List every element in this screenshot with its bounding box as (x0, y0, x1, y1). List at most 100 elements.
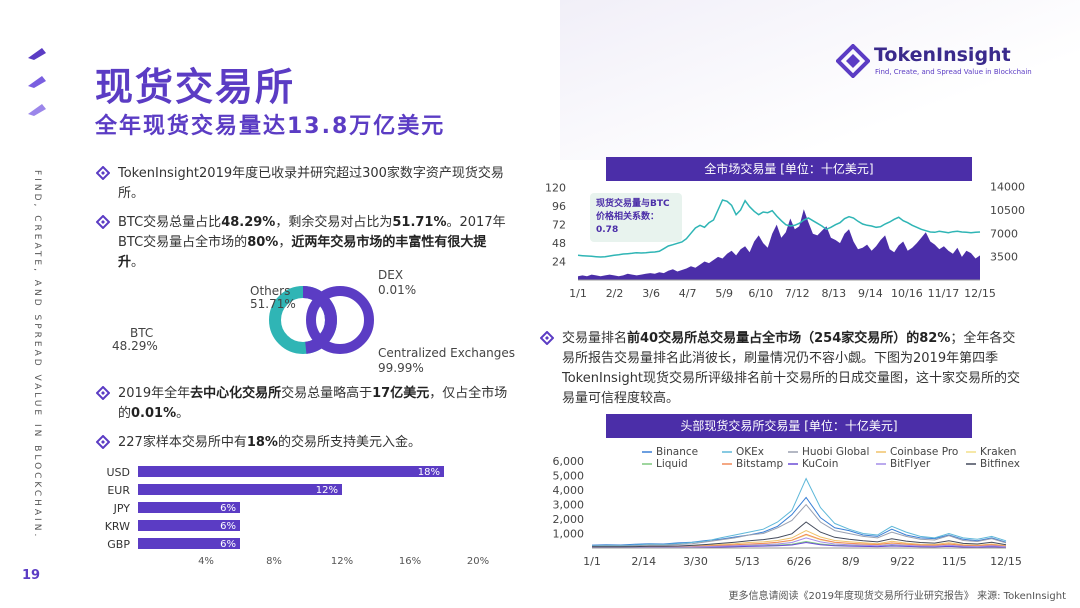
bar-x-tick: 12% (331, 556, 353, 567)
bar-x-tick: 16% (399, 556, 421, 567)
x-tick: 5/9 (715, 287, 733, 300)
bar-value-label: 18% (418, 467, 440, 478)
brand-tagline: Find, Create, and Spread Value in Blockc… (875, 68, 1032, 76)
x-tick: 11/5 (942, 555, 967, 568)
x-tick: 2/2 (606, 287, 624, 300)
bullet-dex-volume: 2019年全年去中心化交易所交易总量略高于17亿美元，仅占全市场的0.01%。 (96, 384, 508, 424)
tokeninsight-logo-icon (836, 44, 870, 78)
correlation-annotation: 现货交易量与BTC价格相关系数：0.78 (590, 193, 682, 242)
x-tick: 12/15 (964, 287, 996, 300)
donut-others-value: 51.71% (250, 297, 296, 311)
market-volume-area-chart: 120 96 72 48 24 14000 10500 7000 3500 1/1 2/2 3/6 4/… (545, 181, 1025, 300)
x-tick: 4/7 (679, 287, 697, 300)
bar-value-label: 6% (220, 521, 236, 532)
top-exchanges-chart-title: 头部现货交易所交易量 [单位：十亿美元] (606, 414, 972, 438)
series-line-okex (591, 477, 1007, 547)
y-tick: 2,000 (553, 513, 585, 526)
bar-category-label: GBP (107, 538, 130, 551)
bar-krw (138, 520, 240, 531)
brand-logo: TokenInsight Find, Create, and Spread Va… (836, 42, 1036, 82)
x-tick: 1/1 (583, 555, 601, 568)
legend-label: BitFlyer (890, 458, 931, 470)
donut-dex-label: DEX (378, 268, 404, 282)
x-tick: 3/6 (642, 287, 660, 300)
legend-label: Liquid (656, 458, 688, 470)
bar-usd (138, 466, 444, 477)
donut-pair-share (269, 286, 337, 354)
bullet-usd-deposit: 227家样本交易所中有18%的交易所支持美元入金。 (96, 433, 508, 453)
x-tick: 9/14 (858, 287, 883, 300)
bar-category-label: EUR (107, 484, 130, 497)
diamond-bullet-icon (96, 215, 110, 229)
y-left-tick: 120 (545, 182, 566, 195)
bar-jpy (138, 502, 240, 513)
donut-type-graphic (306, 286, 374, 354)
y-right-tick: 14000 (990, 181, 1025, 194)
fiat-support-bar-chart: USD 18% EUR 12% JPY 6% KRW 6% GBP 6% 4% 8% 12% 16% 20% (105, 466, 489, 567)
x-tick: 8/13 (821, 287, 846, 300)
btc-price-line-series (577, 199, 981, 258)
bullet-top40-share: 交易量排名前40交易所总交易量占全市场（254家交易所）的82%；全年各交易所报… (540, 329, 1024, 409)
donut-dex-label-group: DEX 0.01% (378, 268, 416, 298)
y-tick: 3,000 (553, 499, 585, 512)
series-line-huobi-global (591, 503, 1007, 547)
x-tick: 11/17 (928, 287, 960, 300)
legend-label: Bitstamp (736, 458, 783, 470)
legend-label: Kraken (980, 446, 1016, 458)
footer-source: 更多信息请阅读《2019年度现货交易所行业研究报告》 来源: TokenInsi… (728, 591, 1066, 602)
x-tick: 7/12 (785, 287, 810, 300)
bar-value-label: 6% (220, 539, 236, 550)
y-right-tick: 7000 (990, 227, 1018, 240)
bar-category-label: KRW (105, 520, 130, 533)
donut-btc-label: BTC (130, 326, 153, 340)
donut-cex-value: 99.99% (378, 361, 424, 375)
y-tick: 5,000 (553, 470, 585, 483)
brand-name: TokenInsight (874, 44, 1011, 66)
y-tick: 1,000 (553, 528, 585, 541)
x-tick: 8/9 (842, 555, 860, 568)
y-left-tick: 48 (552, 237, 566, 250)
y-tick: 4,000 (553, 484, 585, 497)
x-tick: 12/15 (990, 555, 1022, 568)
x-tick: 6/26 (787, 555, 812, 568)
x-tick: 1/1 (569, 287, 587, 300)
x-tick: 5/13 (735, 555, 760, 568)
y-right-tick: 3500 (990, 251, 1018, 264)
donut-cex-label: Centralized Exchanges (378, 346, 516, 360)
bullet-coverage: TokenInsight2019年度已收录并研究超过300家数字资产现货交易所。 (96, 164, 508, 204)
bar-x-tick: 4% (198, 556, 214, 567)
donut-cex-slice (306, 286, 374, 354)
legend-label: OKEx (736, 446, 764, 458)
x-tick: 2/14 (631, 555, 656, 568)
donut-charts: Others 51.71% BTC 48.29% (112, 284, 337, 354)
side-slogan: FIND, CREATE, AND SPREAD VALUE IN BLOCKC… (32, 170, 42, 540)
bar-category-label: JPY (113, 502, 131, 515)
chevron-decoration-icons (28, 48, 46, 116)
series-line-bitflyer (592, 537, 1007, 548)
legend-label: Huobi Global (802, 446, 869, 458)
y-left-tick: 72 (552, 219, 566, 232)
bar-value-label: 6% (220, 503, 236, 514)
y-left-tick: 24 (552, 256, 566, 269)
donut-btc-value: 48.29% (112, 339, 158, 353)
donut-others-label: Others (250, 284, 290, 298)
diamond-bullet-icon (96, 435, 110, 449)
page-subtitle: 全年现货交易量达13.8万亿美元 (95, 114, 446, 139)
x-tick: 6/10 (748, 287, 773, 300)
donut-cex-label-group: Centralized Exchanges 99.99% (378, 346, 515, 376)
diamond-bullet-icon (540, 331, 554, 345)
diamond-bullet-icon (96, 386, 110, 400)
legend-label: KuCoin (802, 458, 838, 470)
header-background-decoration (560, 0, 1080, 160)
market-volume-chart-title: 全市场交易量 [单位：十亿美元] (606, 157, 972, 181)
diamond-bullet-icon (96, 166, 110, 180)
legend-label: Coinbase Pro (890, 446, 958, 458)
page-number: 19 (22, 568, 41, 583)
bar-eur (138, 484, 342, 495)
donut-dex-value: 0.01% (378, 283, 417, 297)
x-tick: 3/30 (683, 555, 708, 568)
y-left-tick: 96 (552, 200, 566, 213)
legend-label: Bitfinex (980, 458, 1020, 470)
bar-category-label: USD (106, 466, 130, 479)
bullet-btc-share: BTC交易总量占比48.29%，剩余交易对占比为51.71%。2017年BTC交… (96, 213, 508, 273)
